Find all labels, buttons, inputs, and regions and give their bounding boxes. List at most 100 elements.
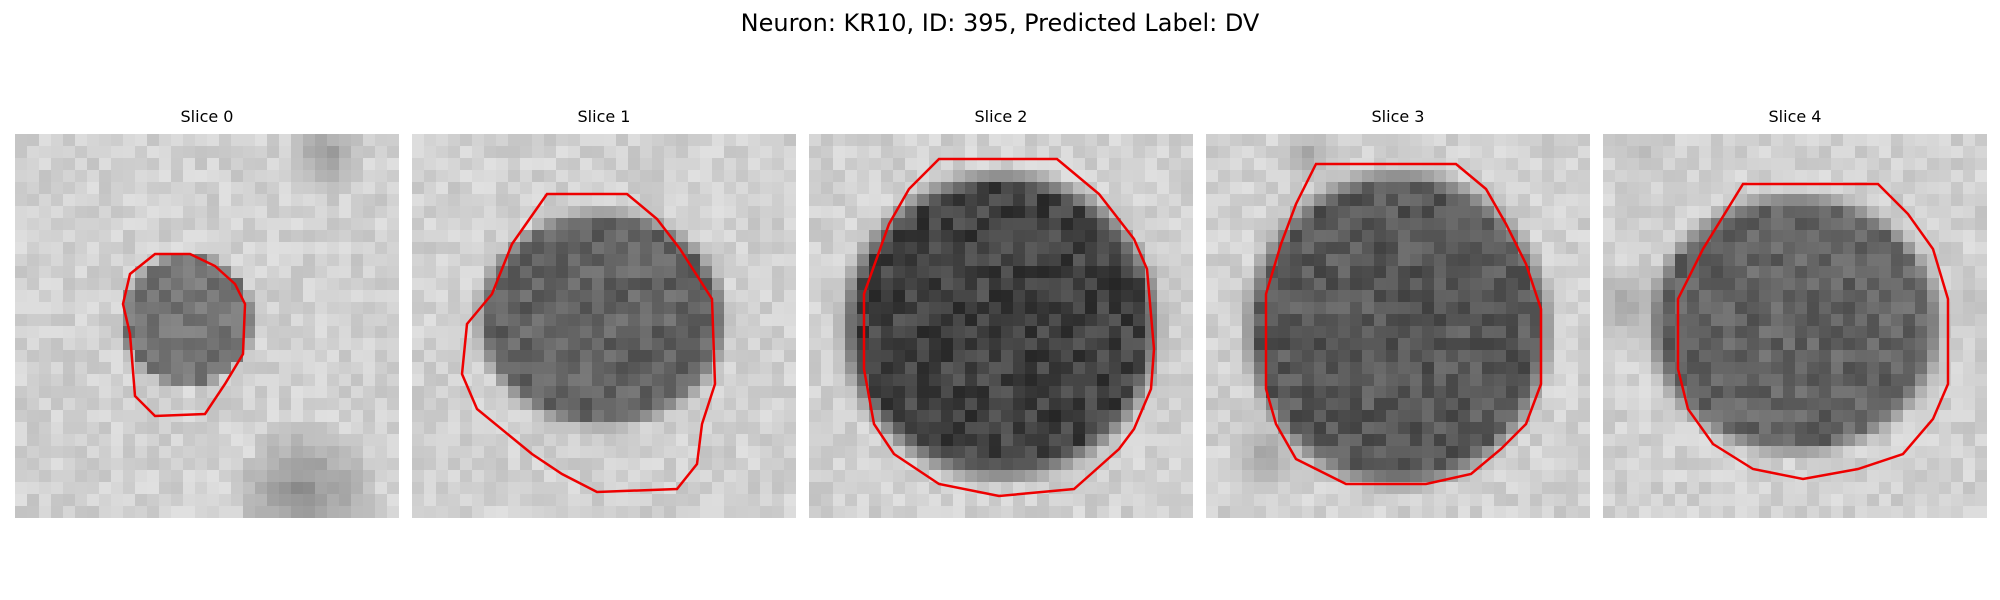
pixel [989, 290, 1002, 303]
pixel [1578, 230, 1590, 243]
pixel [989, 398, 1002, 411]
pixel [207, 230, 220, 243]
pixel [1795, 278, 1808, 291]
pixel [1831, 446, 1844, 459]
pixel [1242, 242, 1255, 255]
pixel [520, 446, 533, 459]
pixel [1939, 398, 1952, 411]
pixel [1470, 206, 1483, 219]
pixel [604, 434, 617, 447]
pixel [760, 254, 773, 267]
pixel [604, 182, 617, 195]
pixel [1578, 290, 1590, 303]
pixel [1362, 206, 1375, 219]
pixel [1603, 434, 1616, 447]
pixel [1001, 458, 1014, 471]
pixel [496, 242, 509, 255]
pixel [1494, 374, 1507, 387]
pixel [1446, 482, 1459, 495]
pixel [484, 158, 497, 171]
pixel [953, 290, 966, 303]
pixel [375, 134, 388, 147]
pixel [760, 398, 773, 411]
pixel [941, 230, 954, 243]
pixel [1133, 386, 1146, 399]
pixel [51, 218, 64, 231]
pixel [809, 254, 822, 267]
pixel [712, 314, 725, 327]
pixel [15, 494, 28, 507]
pixel [1434, 362, 1447, 375]
pixel [748, 434, 761, 447]
pixel [1747, 350, 1760, 363]
pixel [676, 290, 689, 303]
pixel [616, 146, 629, 159]
pixel [700, 434, 713, 447]
pixel [267, 470, 280, 483]
pixel [1025, 158, 1038, 171]
pixel [628, 158, 641, 171]
pixel [424, 446, 437, 459]
pixel [123, 434, 136, 447]
pixel [1278, 506, 1291, 518]
pixel [412, 254, 425, 267]
pixel [941, 146, 954, 159]
pixel [1386, 434, 1399, 447]
pixel [183, 254, 196, 267]
pixel [1025, 266, 1038, 279]
pixel [484, 170, 497, 183]
pixel [147, 290, 160, 303]
pixel [207, 314, 220, 327]
pixel [1302, 290, 1315, 303]
pixel [1049, 458, 1062, 471]
pixel [1458, 218, 1471, 231]
pixel [616, 158, 629, 171]
pixel [1819, 386, 1832, 399]
pixel [1446, 146, 1459, 159]
pixel [412, 194, 425, 207]
pixel [772, 410, 785, 423]
pixel [869, 446, 882, 459]
pixel [1374, 470, 1387, 483]
pixel [1470, 290, 1483, 303]
pixel [1566, 230, 1579, 243]
pixel [760, 494, 773, 507]
pixel [1951, 374, 1964, 387]
pixel [748, 146, 761, 159]
pixel [255, 434, 268, 447]
pixel [1037, 206, 1050, 219]
pixel [580, 314, 593, 327]
pixel [135, 170, 148, 183]
pixel [1290, 350, 1303, 363]
pixel [135, 134, 148, 147]
pixel [1903, 398, 1916, 411]
pixel [1386, 254, 1399, 267]
pixel [1242, 458, 1255, 471]
pixel [351, 290, 364, 303]
pixel [63, 242, 76, 255]
pixel [1001, 434, 1014, 447]
pixel [303, 482, 316, 495]
pixel [1807, 242, 1820, 255]
pixel [1206, 338, 1219, 351]
pixel [1362, 218, 1375, 231]
pixel [869, 290, 882, 303]
pixel [1314, 494, 1327, 507]
pixel [821, 446, 834, 459]
pixel [1181, 434, 1193, 447]
pixel [1374, 194, 1387, 207]
pixel [604, 398, 617, 411]
pixel [1927, 206, 1940, 219]
pixel [1554, 398, 1567, 411]
pixel [508, 158, 521, 171]
red-contour-outline [862, 157, 1156, 498]
pixel [1061, 326, 1074, 339]
pixel [315, 338, 328, 351]
pixel [460, 230, 473, 243]
pixel [99, 146, 112, 159]
pixel [1843, 134, 1856, 147]
pixel [1711, 314, 1724, 327]
pixel [1097, 362, 1110, 375]
pixel [520, 170, 533, 183]
pixel [821, 278, 834, 291]
